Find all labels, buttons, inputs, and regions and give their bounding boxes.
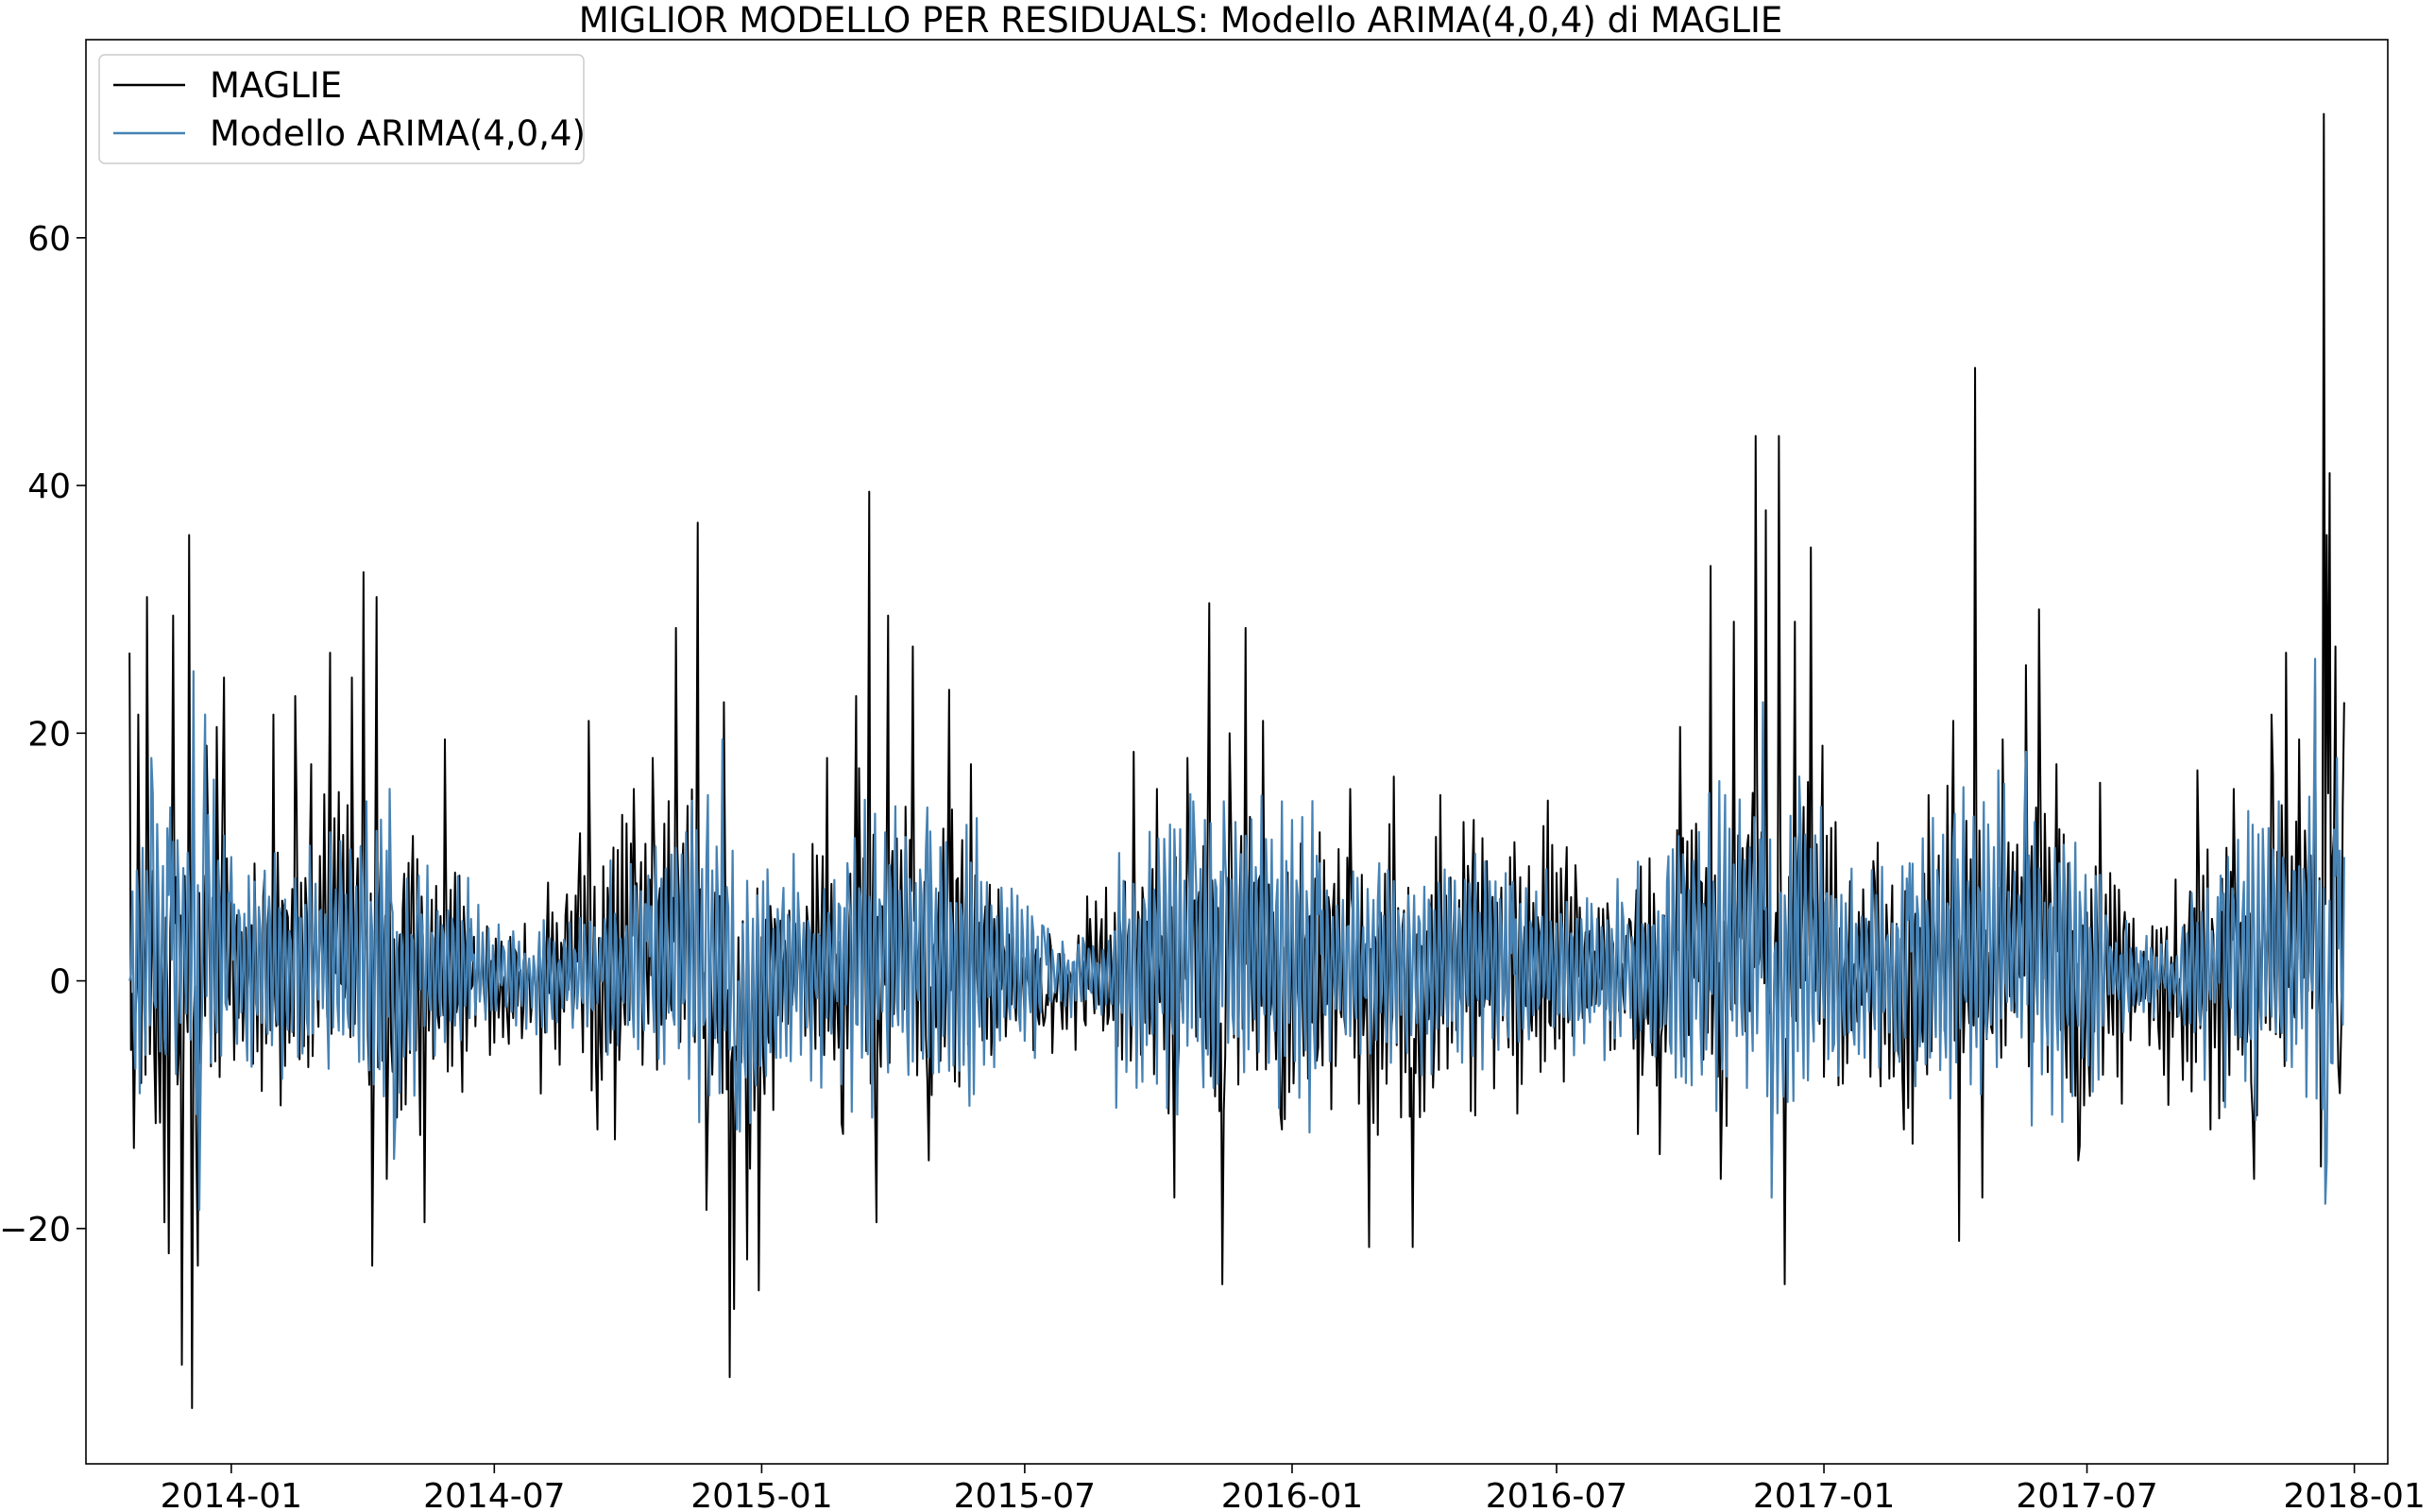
x-tick-label: 2014-07 (423, 1477, 565, 1512)
x-tick-label: 2015-01 (690, 1477, 832, 1512)
legend-label: Modello ARIMA(4,0,4) (210, 113, 586, 154)
plot-frame (85, 39, 2389, 1465)
y-tick-label: 20 (27, 715, 71, 754)
series-line-1 (128, 657, 2345, 1212)
y-axis: −20 0 20 40 60 (0, 220, 86, 1249)
y-tick-label: −20 (0, 1211, 71, 1249)
x-tick-label: 2016-07 (1486, 1477, 1627, 1512)
chart-title: MIGLIOR MODELLO PER RESIDUALS: Modello A… (579, 0, 1783, 41)
y-tick-label: 60 (27, 220, 71, 259)
x-axis: 2014-01 2014-07 2015-01 2015-07 2016-01 2016-… (161, 1464, 2426, 1512)
legend: MAGLIE Modello ARIMA(4,0,4) (98, 54, 586, 164)
x-tick-label: 2017-01 (1753, 1477, 1895, 1512)
x-tick-label: 2014-01 (161, 1477, 302, 1512)
y-tick-label: 0 (49, 963, 71, 1002)
legend-box (98, 54, 585, 164)
x-tick-label: 2016-01 (1221, 1477, 1363, 1512)
plot-area (128, 112, 2345, 1409)
y-tick-label: 40 (27, 467, 71, 506)
x-tick-label: 2015-07 (954, 1477, 1096, 1512)
x-tick-label: 2017-07 (2016, 1477, 2157, 1512)
x-tick-label: 2018-01 (2283, 1477, 2425, 1512)
legend-label: MAGLIE (210, 65, 342, 106)
